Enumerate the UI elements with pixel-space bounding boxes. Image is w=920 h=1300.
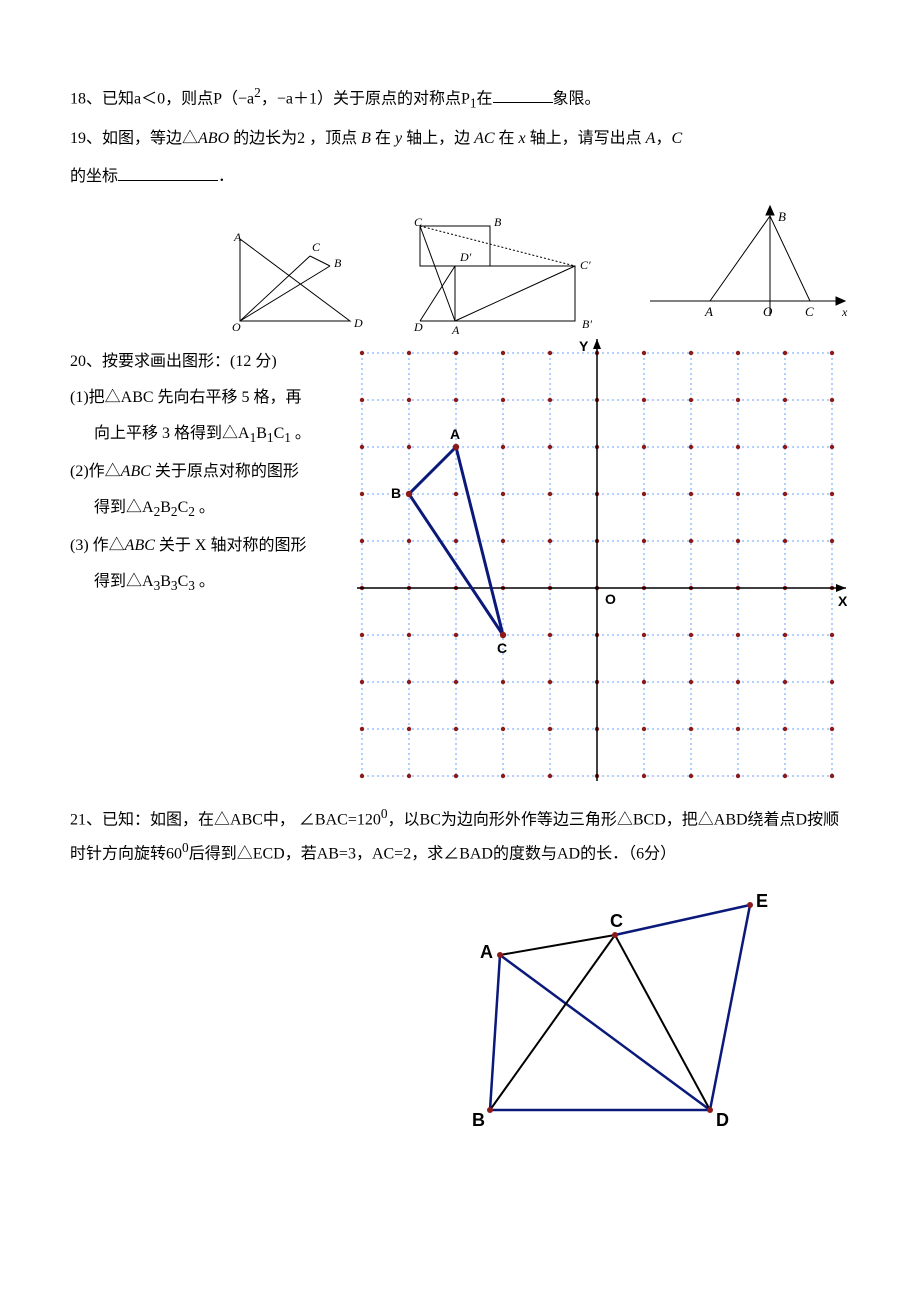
- svg-text:E: E: [756, 891, 768, 911]
- q20-grid: A B C O X Y: [350, 341, 850, 781]
- svg-text:A: A: [451, 323, 460, 337]
- svg-text:A: A: [704, 304, 713, 319]
- svg-text:B: B: [472, 1110, 485, 1130]
- svg-text:B': B': [582, 317, 592, 331]
- question-21: 21、已知：如图，在△ABC中， ∠BAC=1200，以BC为边向形外作等边三角…: [70, 801, 850, 870]
- figure-q19-fold: C B D' C' D A B': [400, 216, 620, 331]
- svg-text:B: B: [494, 215, 502, 229]
- svg-text:O: O: [605, 591, 616, 607]
- svg-text:B: B: [778, 209, 786, 224]
- q19-blank[interactable]: [118, 180, 218, 181]
- q19-number: 19、: [70, 130, 102, 147]
- svg-text:D': D': [459, 250, 472, 264]
- svg-text:A: A: [450, 426, 460, 442]
- svg-text:D: D: [413, 320, 423, 334]
- svg-text:x: x: [841, 305, 848, 319]
- q21-figure-wrap: A B C D E: [450, 880, 850, 1161]
- q18-text-b: ，−a＋1）关于原点的对称点P: [261, 90, 470, 107]
- question-19: 19、如图，等边△ABO 的边长为2 ，顶点 B 在 y 轴上，边 AC 在 x…: [70, 124, 850, 154]
- svg-text:A: A: [480, 942, 493, 962]
- svg-text:B: B: [391, 485, 401, 501]
- q19-figures-row: A C B D O C B D' C' D A B': [230, 201, 850, 331]
- q18-number: 18、: [70, 90, 102, 107]
- svg-text:C: C: [414, 215, 423, 229]
- svg-text:B: B: [334, 256, 342, 270]
- q18-text-c: 在: [477, 90, 493, 107]
- svg-text:Y: Y: [579, 338, 589, 354]
- svg-text:O: O: [232, 320, 241, 334]
- svg-text:C: C: [610, 911, 623, 931]
- svg-text:C: C: [312, 240, 321, 254]
- question-18: 18、已知a＜0，则点P（−a2，−a＋1）关于原点的对称点P1在 象限。: [70, 80, 850, 116]
- q18-sub1: 1: [470, 96, 477, 111]
- question-20: 20、按要求画出图形：(12 分) (1)把△ABC 先向右平移 5 格，再 向…: [70, 341, 850, 781]
- q18-sup1: 2: [254, 85, 261, 100]
- q18-text-a: 已知a＜0，则点P（−a: [102, 90, 254, 107]
- svg-text:C: C: [805, 304, 814, 319]
- svg-text:O: O: [763, 304, 773, 319]
- svg-text:C: C: [497, 640, 507, 656]
- q20-text-block: 20、按要求画出图形：(12 分) (1)把△ABC 先向右平移 5 格，再 向…: [70, 341, 332, 605]
- svg-text:D: D: [716, 1110, 729, 1130]
- figure-q19-oabcd: A C B D O: [230, 231, 370, 331]
- svg-text:A: A: [233, 230, 242, 244]
- q18-blank[interactable]: [493, 102, 553, 103]
- svg-text:X: X: [838, 593, 848, 609]
- q18-text-d: 象限。: [553, 90, 601, 107]
- svg-text:D: D: [353, 316, 363, 330]
- svg-text:C': C': [580, 258, 591, 272]
- question-19-line2: 的坐标．: [70, 162, 850, 192]
- q21-figure: A B C D E: [450, 880, 790, 1150]
- figure-q19-axis: B A O C x: [650, 201, 850, 331]
